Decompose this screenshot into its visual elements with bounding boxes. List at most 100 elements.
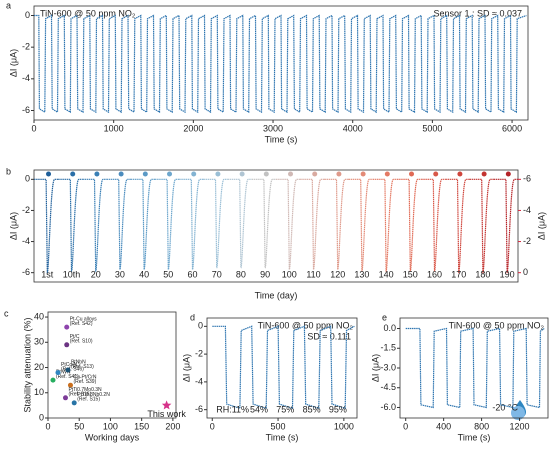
point-name: Cu-Pt/CrN (73, 375, 96, 381)
x-tick-label: 5000 (422, 123, 442, 133)
x-tick-label: 100 (103, 421, 118, 431)
x-tick-label: 50 (74, 421, 84, 431)
pulse (82, 178, 107, 272)
point-name: This work (147, 409, 186, 419)
x-axis-label: Working days (85, 432, 140, 442)
pulse (106, 178, 131, 271)
y2-tick-label: 0 (523, 267, 528, 277)
drop-icon (288, 171, 294, 177)
day-label: 40 (139, 269, 149, 279)
pulse (276, 178, 301, 271)
x-axis-label: Time (s) (265, 134, 298, 144)
point-name: Pt/C (70, 334, 80, 340)
pulse (348, 178, 373, 272)
pulse (203, 178, 228, 269)
point-name: PtCo/N (61, 362, 78, 368)
drop-icon (312, 171, 318, 177)
point-name: PtTi0.8Nb0.2N (77, 392, 110, 398)
y-axis-label: ΔI (μA) (8, 49, 18, 77)
annotation: -20 °C (492, 402, 518, 412)
pulse (58, 178, 83, 272)
panel-letter: c (4, 308, 9, 318)
drop-icon (409, 171, 415, 177)
drop-icon (457, 171, 463, 177)
drop-icon (505, 171, 511, 177)
point-ref: (Ref. S16) (68, 392, 91, 398)
point-ref: (Ref. S46) (61, 366, 84, 372)
plot-frame (206, 317, 358, 419)
day-label: 140 (379, 269, 394, 279)
pulse-label: 95% (329, 404, 347, 414)
y-tick-label: -6 (195, 404, 203, 414)
drop-icon (142, 171, 148, 177)
panel-letter: a (6, 0, 11, 10)
y-tick-label: 30 (34, 337, 44, 347)
point-name: PtTi0.7Mo0.3N (68, 387, 102, 393)
y2-tick-label: -6 (523, 174, 531, 184)
drop-icon (167, 171, 173, 177)
y-tick-label: -4.5 (380, 382, 396, 392)
panel-letter: e (382, 312, 387, 322)
point (71, 400, 77, 406)
y-tick-label: -4 (195, 376, 203, 386)
point-ref: (Ref. S41) (56, 374, 79, 380)
point (50, 377, 56, 383)
pulse (324, 178, 349, 271)
drop-icon (118, 171, 124, 177)
plot-frame (33, 5, 529, 121)
plot-frame (47, 311, 177, 419)
annotation: SD ≈ 0.111 (307, 331, 351, 341)
data-line (405, 327, 545, 409)
y-axis-label: ΔI (μA) (8, 212, 18, 240)
point-ref: (Ref. S42) (70, 321, 93, 327)
pulse (397, 178, 422, 272)
y2-tick-label: -4 (523, 205, 531, 215)
point-ref: (Ref. S10) (70, 339, 93, 345)
pulse-label: 75% (276, 404, 294, 414)
pulse (155, 178, 180, 271)
y-tick-label: -4 (22, 73, 30, 83)
day-label: 90 (260, 269, 270, 279)
day-label: 70 (212, 269, 222, 279)
pulse (421, 178, 446, 272)
panel-title: TiN-600 @ 50 ppm NO₂ (40, 8, 136, 18)
pulse-label: RH:11% (216, 404, 249, 414)
day-label: 190 (500, 269, 515, 279)
x-tick-label: 6000 (502, 123, 522, 133)
y-tick-label: -3.0 (380, 362, 396, 372)
pulse (179, 178, 204, 271)
day-label: 130 (354, 269, 369, 279)
annotation: Sensor 1 : SD ≈ 0.037 (434, 8, 523, 18)
pulse-label: 54% (250, 404, 268, 414)
drop-icon (239, 171, 245, 177)
y-tick-label: 0 (39, 412, 44, 422)
pulse (251, 178, 276, 269)
y-axis-label: Stability attenuation (%) (22, 317, 32, 412)
point-ref: (Ref. S15) (77, 397, 100, 403)
day-label: 110 (306, 269, 320, 279)
plot-frame (33, 169, 519, 283)
drop-icon (336, 171, 342, 177)
panel-title: TiN-600 @ 50 ppm NO₂ (258, 320, 354, 330)
y-tick-label: -2 (22, 205, 30, 215)
x-tick-label: 3000 (263, 123, 283, 133)
point (67, 382, 73, 388)
point (55, 370, 61, 376)
drop-icon (215, 171, 221, 177)
y-tick-label: 0.0 (383, 323, 396, 333)
data-line (34, 14, 527, 114)
point-name: Pt-Cu alloys (70, 316, 97, 322)
y-tick-label: -1.5 (380, 343, 396, 353)
x-tick-label: 150 (134, 421, 149, 431)
day-label: 120 (330, 269, 345, 279)
day-label: 50 (163, 269, 173, 279)
point-name: PtNbN (71, 359, 86, 365)
drop-icon (94, 171, 100, 177)
point (65, 367, 71, 373)
panel-letter: d (190, 312, 195, 322)
day-label: 160 (427, 269, 442, 279)
drop-icon (70, 171, 76, 177)
drop-icon (384, 171, 390, 177)
day-label: 10th (63, 269, 81, 279)
